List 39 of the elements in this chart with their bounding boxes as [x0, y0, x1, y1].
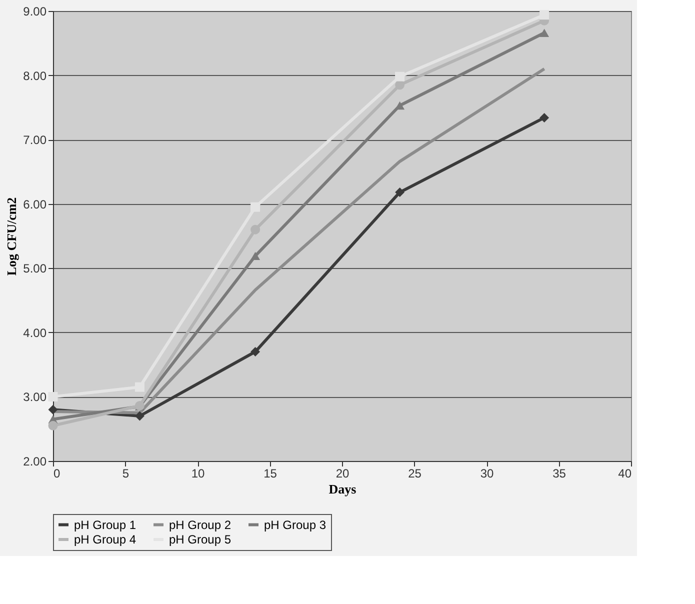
point: [250, 202, 260, 212]
point: [250, 346, 260, 356]
point: [540, 112, 550, 122]
legend-label: pH Group 5: [169, 532, 232, 546]
y-tick-label: 6.00: [23, 197, 47, 212]
y-tick-label: 8.00: [23, 68, 47, 83]
point: [48, 404, 58, 414]
y-tick-label: 3.00: [23, 390, 47, 404]
y-tick-label: 9.00: [23, 4, 47, 18]
point: [540, 10, 550, 20]
point: [48, 420, 58, 430]
y-tick-label: 2.00: [23, 454, 47, 468]
x-tick-label: 35: [552, 466, 566, 480]
x-tick-label: 40: [618, 466, 632, 480]
x-tick-label: 5: [122, 466, 130, 480]
legend-label: pH Group 2: [169, 518, 232, 532]
point: [250, 224, 260, 234]
x-axis-title: Days: [328, 482, 356, 496]
x-tick-label: 25: [408, 466, 422, 480]
point: [540, 28, 550, 37]
y-tick-label: 4.00: [23, 326, 47, 340]
point: [395, 188, 405, 198]
x-tick-label: 10: [191, 466, 205, 480]
point: [395, 72, 405, 82]
x-tick-label: 0: [54, 466, 60, 480]
point: [134, 382, 144, 392]
x-tick-label: 30: [480, 466, 494, 480]
x-tick-label: 20: [336, 466, 350, 480]
legend-label: pH Group 3: [264, 518, 326, 532]
point: [250, 252, 260, 260]
x-tick-label: 15: [264, 466, 278, 480]
point: [395, 101, 405, 110]
point: [48, 392, 58, 402]
point: [134, 411, 144, 421]
y-axis-title: Log CFU/cm2: [4, 197, 20, 276]
y-tick-label: 5.00: [23, 262, 47, 276]
legend-label: pH Group 1: [74, 518, 136, 532]
legend-label: pH Group 4: [74, 532, 136, 546]
y-tick-label: 7.00: [23, 133, 47, 148]
